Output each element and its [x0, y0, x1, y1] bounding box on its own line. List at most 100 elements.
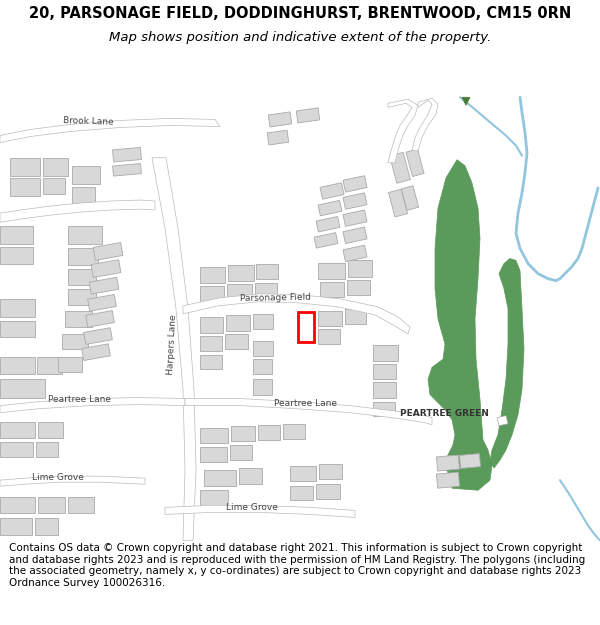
Polygon shape [185, 399, 432, 425]
Polygon shape [43, 158, 68, 176]
Polygon shape [200, 317, 223, 333]
Polygon shape [0, 442, 33, 457]
Polygon shape [37, 357, 62, 374]
Polygon shape [200, 266, 225, 282]
Polygon shape [82, 344, 110, 361]
Polygon shape [113, 164, 142, 176]
Polygon shape [290, 486, 313, 501]
Polygon shape [86, 311, 115, 328]
Polygon shape [38, 422, 63, 438]
Polygon shape [389, 152, 410, 183]
Polygon shape [165, 506, 355, 518]
Polygon shape [343, 245, 367, 262]
Text: Peartree Lane: Peartree Lane [274, 399, 337, 408]
Polygon shape [296, 108, 320, 123]
Polygon shape [231, 426, 255, 441]
Polygon shape [343, 227, 367, 244]
Polygon shape [343, 176, 367, 192]
Polygon shape [388, 99, 418, 162]
Polygon shape [200, 286, 224, 302]
Polygon shape [343, 210, 367, 226]
Polygon shape [318, 311, 342, 326]
Polygon shape [0, 299, 35, 317]
Polygon shape [183, 294, 410, 334]
Polygon shape [255, 282, 277, 298]
Bar [298, 312, 314, 342]
Polygon shape [256, 264, 278, 279]
Polygon shape [319, 464, 342, 479]
Polygon shape [0, 379, 45, 398]
Polygon shape [0, 498, 35, 513]
Text: Harpers Lane: Harpers Lane [166, 314, 178, 374]
Text: Contains OS data © Crown copyright and database right 2021. This information is : Contains OS data © Crown copyright and d… [9, 543, 585, 588]
Polygon shape [152, 158, 196, 541]
Polygon shape [113, 148, 142, 162]
Polygon shape [490, 259, 524, 468]
Polygon shape [68, 289, 96, 305]
Text: PEARTREE GREEN: PEARTREE GREEN [400, 409, 489, 418]
Polygon shape [204, 470, 236, 486]
Polygon shape [373, 382, 396, 398]
Polygon shape [72, 187, 95, 203]
Polygon shape [225, 334, 248, 349]
Text: Lime Grove: Lime Grove [226, 503, 278, 512]
Polygon shape [83, 328, 112, 344]
Polygon shape [497, 416, 508, 426]
Polygon shape [62, 334, 88, 349]
Polygon shape [347, 279, 370, 295]
Text: Brook Lane: Brook Lane [62, 116, 113, 127]
Polygon shape [0, 200, 155, 222]
Polygon shape [0, 226, 33, 244]
Polygon shape [253, 359, 272, 374]
Polygon shape [253, 379, 272, 394]
Polygon shape [316, 484, 340, 499]
Polygon shape [89, 278, 119, 294]
Polygon shape [258, 425, 280, 440]
Text: Lime Grove: Lime Grove [32, 472, 84, 482]
Polygon shape [200, 447, 227, 462]
Polygon shape [0, 519, 32, 534]
Polygon shape [58, 357, 82, 372]
Polygon shape [228, 264, 254, 281]
Polygon shape [373, 345, 398, 361]
Polygon shape [68, 269, 96, 284]
Polygon shape [200, 490, 228, 506]
Polygon shape [283, 424, 305, 439]
Polygon shape [343, 193, 367, 209]
Text: Map shows position and indicative extent of the property.: Map shows position and indicative extent… [109, 31, 491, 44]
Polygon shape [65, 311, 92, 327]
Polygon shape [0, 118, 220, 142]
Polygon shape [38, 498, 65, 513]
Polygon shape [388, 189, 407, 217]
Polygon shape [239, 468, 262, 484]
Polygon shape [314, 232, 338, 248]
Polygon shape [436, 472, 460, 488]
Polygon shape [35, 519, 58, 534]
Polygon shape [36, 442, 58, 457]
Polygon shape [68, 248, 98, 264]
Polygon shape [200, 355, 222, 369]
Polygon shape [200, 336, 222, 351]
Polygon shape [318, 329, 340, 344]
Polygon shape [373, 402, 395, 416]
Polygon shape [0, 476, 145, 486]
Polygon shape [0, 357, 35, 374]
Polygon shape [43, 178, 65, 194]
Polygon shape [0, 321, 35, 337]
Polygon shape [227, 284, 252, 300]
Polygon shape [373, 364, 396, 379]
Polygon shape [91, 259, 121, 278]
Polygon shape [345, 309, 366, 324]
Polygon shape [226, 315, 250, 331]
Polygon shape [68, 226, 102, 244]
Polygon shape [318, 201, 342, 216]
Polygon shape [10, 178, 40, 196]
Polygon shape [320, 282, 344, 297]
Polygon shape [230, 445, 252, 460]
Polygon shape [0, 422, 35, 438]
Polygon shape [401, 186, 419, 210]
Polygon shape [267, 130, 289, 145]
Polygon shape [316, 216, 340, 232]
Polygon shape [460, 454, 481, 468]
Polygon shape [318, 262, 345, 279]
